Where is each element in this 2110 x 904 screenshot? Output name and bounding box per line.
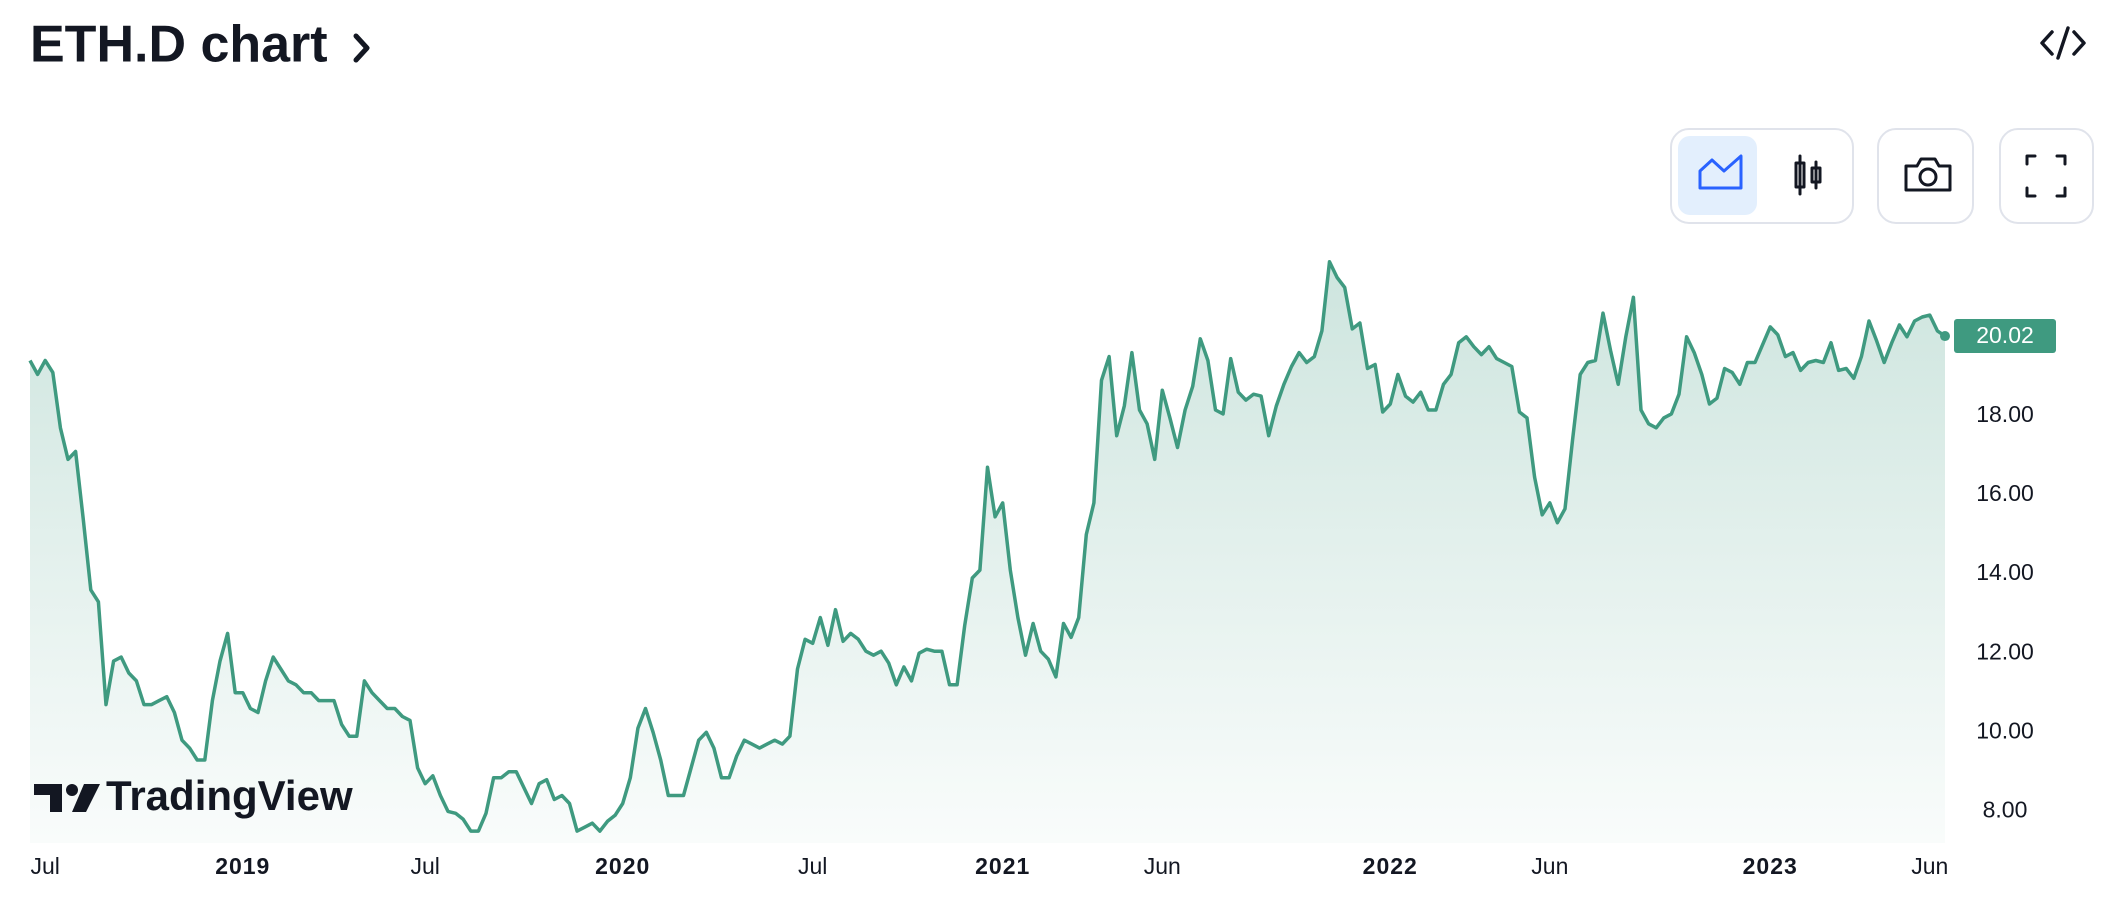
y-tick-label: 10.00 — [1976, 717, 2034, 743]
x-tick-label: Jun — [1911, 853, 1948, 879]
line — [28, 259, 1946, 833]
x-tick-label: Jun — [1531, 853, 1568, 879]
x-tick-label: Jul — [30, 853, 59, 879]
fullscreen-icon — [2025, 154, 2067, 198]
embed-button[interactable] — [2040, 26, 2086, 60]
x-tick-label: Jul — [798, 853, 827, 879]
area — [30, 261, 1945, 843]
area-chart-icon — [1698, 154, 1743, 190]
y-tick-label: 8.00 — [1983, 796, 2028, 822]
last-point — [1940, 331, 1950, 342]
x-tick-label: 2019 — [215, 853, 270, 879]
x-tick-label: Jul — [410, 853, 439, 879]
x-tick-label: 2022 — [1363, 853, 1418, 879]
y-tick-label: 18.00 — [1976, 401, 2034, 427]
x-tick-label: 2021 — [975, 853, 1030, 879]
x-tick-label: 2023 — [1743, 853, 1798, 879]
y-tick-label: 16.00 — [1976, 480, 2034, 506]
plot-area: 8.00 10.00 12.00 14.00 16.00 18.00 Jul 2019 Jul 2… — [28, 259, 2056, 879]
title-chevron[interactable] — [353, 33, 370, 63]
snapshot-button[interactable] — [1877, 128, 1974, 224]
y-tick-label: 12.00 — [1976, 638, 2034, 664]
chart-title[interactable]: ETH.D chart — [30, 16, 328, 74]
watermark-text: TradingView — [106, 772, 353, 819]
price-label: 20.02 — [1976, 322, 2034, 348]
camera-icon — [1904, 157, 1952, 192]
watermark: TradingView — [34, 772, 353, 819]
candles-button[interactable] — [1760, 136, 1846, 215]
x-tick-label: Jun — [1144, 853, 1181, 879]
fullscreen-button[interactable] — [1999, 128, 2094, 224]
price-label-box — [1954, 319, 2056, 354]
x-tick-label: 2020 — [595, 853, 650, 879]
y-tick-label: 14.00 — [1976, 559, 2034, 585]
area-chart-button[interactable] — [1678, 136, 1757, 215]
